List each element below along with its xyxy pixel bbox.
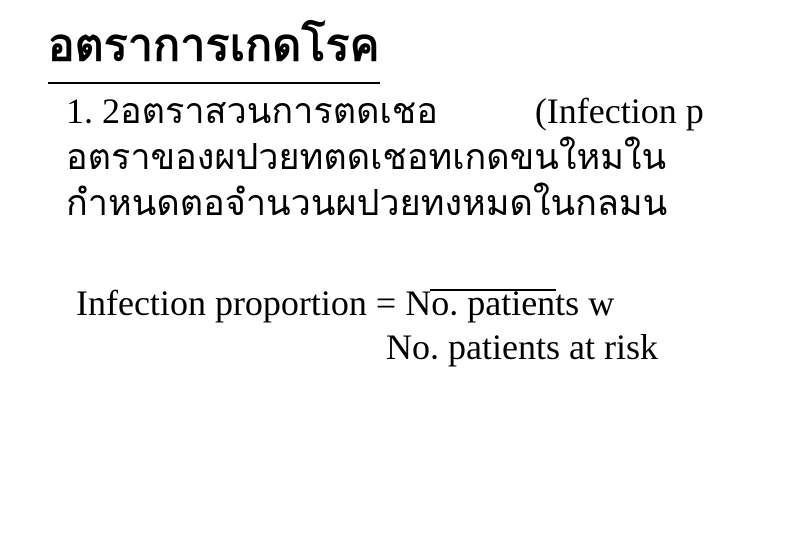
- formula-denominator-line: No. patients at risk: [386, 326, 810, 368]
- slide-container: อตราการเกดโรค 1. 2อตราสวนการตดเชอ (Infec…: [0, 0, 810, 540]
- formula-fraction-bar: [430, 289, 556, 291]
- body-text-block: 1. 2อตราสวนการตดเชอ (Infection p อตราของ…: [66, 88, 810, 226]
- body-line-3: กำหนดตอจำนวนผปวยทงหมดในกลมน: [66, 180, 810, 226]
- formula-block: Infection proportion = No. patients w No…: [76, 282, 810, 368]
- line1-suffix: (Infection p: [535, 91, 704, 131]
- line1-prefix: 1. 2อตราสวนการตดเชอ: [66, 91, 438, 131]
- slide-title: อตราการเกดโรค: [48, 10, 380, 84]
- body-line-2: อตราของผปวยทตดเชอทเกดขนใหมใน: [66, 134, 810, 180]
- body-line-1: 1. 2อตราสวนการตดเชอ (Infection p: [66, 88, 810, 134]
